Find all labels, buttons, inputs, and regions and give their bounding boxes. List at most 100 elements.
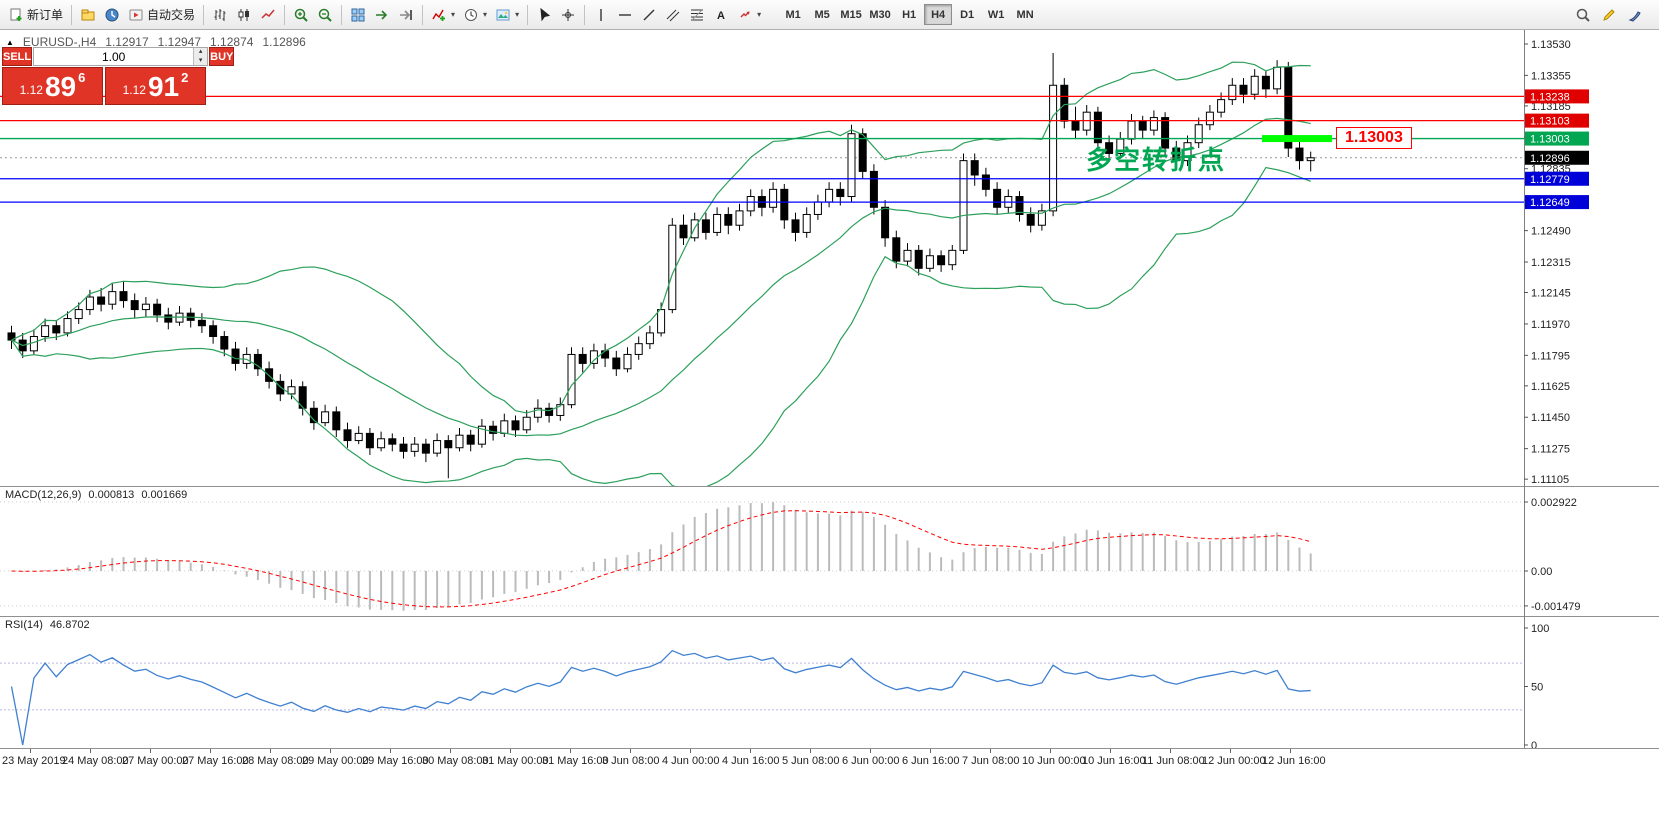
price-marker-bg [1525, 150, 1589, 165]
price-level-flag[interactable]: 1.13003 [1336, 127, 1412, 149]
price-marker-bg [1525, 195, 1589, 210]
sell-button[interactable]: SELL [2, 47, 33, 66]
indicator-add-icon [432, 9, 446, 21]
price-marker-label: 1.12896 [1530, 153, 1570, 165]
candles-icon [238, 8, 250, 21]
sell-price-button[interactable]: 1.12 89 6 [2, 67, 103, 105]
fibonacci-tool-button[interactable] [685, 3, 709, 27]
cursor-tool-button[interactable] [532, 3, 556, 27]
price-marker-bg [1525, 89, 1589, 104]
text-tool-button[interactable]: A [709, 3, 733, 27]
timeframe-W1[interactable]: W1 [982, 4, 1010, 25]
time-axis-label: 4 Jun 00:00 [662, 755, 720, 767]
zoom-out-button[interactable] [313, 3, 337, 27]
time-axis-label: 10 Jun 16:00 [1082, 755, 1146, 767]
quick-draw-button[interactable] [1623, 3, 1647, 27]
time-axis-tick [90, 749, 91, 753]
timeframe-switcher: M1 M5 M15 M30 H1 H4 D1 W1 MN [779, 4, 1039, 25]
time-axis-label: 7 Jun 08:00 [962, 755, 1020, 767]
panel-toggle-icon[interactable]: ▲ [6, 37, 14, 47]
trendline-tool-button[interactable] [637, 3, 661, 27]
timeframe-MN[interactable]: MN [1011, 4, 1039, 25]
time-axis: 23 May 2019 24 May 08:00 27 May 00:00 27 Ma… [0, 748, 1659, 819]
timeframe-M5[interactable]: M5 [808, 4, 836, 25]
rsi-line [10, 649, 1311, 746]
buy-price-button[interactable]: 1.12 91 2 [105, 67, 206, 105]
time-axis-tick [570, 749, 571, 753]
time-axis-label: 30 May 08:00 [422, 755, 489, 767]
vertical-line-tool-button[interactable] [589, 3, 613, 27]
auto-trading-button[interactable]: 自动交易 [124, 3, 199, 27]
macd-label: MACD(12,26,9) 0.000813 0.001669 [5, 489, 187, 501]
rsi-canvas[interactable]: 100 50 0 [0, 616, 1659, 748]
buy-button[interactable]: BUY [209, 47, 235, 66]
time-axis-label: 6 Jun 00:00 [842, 755, 900, 767]
zoom-out-icon [318, 8, 332, 22]
fibonacci-icon [691, 9, 704, 20]
zoom-in-button[interactable] [289, 3, 313, 27]
ohlc-close: 1.12896 [262, 35, 306, 49]
toolbar-separator [527, 4, 529, 25]
auto-scroll-button[interactable] [370, 3, 394, 27]
time-axis-label: 28 May 08:00 [242, 755, 309, 767]
line-chart-mode-button[interactable] [256, 3, 280, 27]
time-axis-label: 5 Jun 08:00 [782, 755, 840, 767]
timeframe-H1[interactable]: H1 [895, 4, 923, 25]
price-marker-bg [1525, 131, 1589, 146]
channel-tool-button[interactable] [661, 3, 685, 27]
timeframe-M15[interactable]: M15 [837, 4, 865, 25]
timeframe-M30[interactable]: M30 [866, 4, 894, 25]
bar-chart-mode-button[interactable] [208, 3, 232, 27]
candlestick-chart-mode-button[interactable] [232, 3, 256, 27]
time-axis-label: 6 Jun 16:00 [902, 755, 960, 767]
crosshair-icon [562, 8, 575, 21]
buy-price-pip: 2 [181, 70, 189, 85]
horizontal-line-tool-button[interactable] [613, 3, 637, 27]
timeframe-M1[interactable]: M1 [779, 4, 807, 25]
time-axis-label: 29 May 16:00 [362, 755, 429, 767]
pivot-highlight-segment[interactable] [1262, 135, 1332, 143]
indicators-list-button[interactable]: ▾ [427, 3, 459, 27]
zoom-in-icon [294, 8, 308, 22]
price-marker-label: 1.13003 [1530, 134, 1570, 146]
time-axis-label: 31 May 16:00 [542, 755, 609, 767]
price-tick-label: 1.13355 [1531, 70, 1571, 82]
timeframe-H4[interactable]: H4 [924, 4, 953, 25]
lot-increase-icon[interactable]: ▴ [198, 48, 203, 56]
main-chart-panel: 1.135301.133551.131851.130101.128351.126… [0, 30, 1659, 486]
lot-decrease-icon[interactable]: ▾ [198, 56, 203, 64]
time-axis-tick [990, 749, 991, 753]
main-chart-canvas[interactable]: 1.135301.133551.131851.130101.128351.126… [0, 30, 1659, 486]
bars-icon [214, 8, 226, 21]
bollinger-lower-band [11, 166, 1311, 486]
time-axis-label: 27 May 00:00 [122, 755, 189, 767]
tile-icon [351, 8, 365, 21]
toolbar-separator [71, 4, 73, 25]
price-tick-label: 1.12490 [1531, 226, 1571, 238]
periods-list-button[interactable]: ▾ [459, 3, 491, 27]
rsi-tick-label: 0 [1531, 740, 1537, 748]
time-axis-tick [930, 749, 931, 753]
buy-price-prefix: 1.12 [122, 83, 146, 97]
tile-windows-button[interactable] [346, 3, 370, 27]
periods-icon [465, 8, 478, 21]
quick-annotation-button[interactable] [1597, 3, 1621, 27]
new-order-button[interactable]: 新订单 [4, 3, 67, 27]
arrows-tool-button[interactable]: ▾ [733, 3, 765, 27]
price-marker-label: 1.12779 [1530, 174, 1570, 186]
chart-shift-button[interactable] [394, 3, 418, 27]
lot-size-input[interactable] [34, 48, 194, 65]
search-button[interactable] [1571, 3, 1595, 27]
crosshair-tool-button[interactable] [556, 3, 580, 27]
price-tick-label: 1.12315 [1531, 257, 1571, 269]
timeframe-D1[interactable]: D1 [953, 4, 981, 25]
macd-canvas[interactable]: 0.002922 0.00 -0.001479 [0, 486, 1659, 616]
profiles-button[interactable] [76, 3, 100, 27]
hline-icon [619, 13, 632, 16]
market-watch-button[interactable] [100, 3, 124, 27]
candlesticks [7, 52, 1315, 479]
templates-button[interactable]: ▾ [491, 3, 523, 27]
macd-indicator-panel: 0.002922 0.00 -0.001479 MACD(12,26,9) 0.00… [0, 486, 1659, 616]
rsi-label: RSI(14) 46.8702 [5, 619, 90, 631]
toolbar-separator [284, 4, 286, 25]
